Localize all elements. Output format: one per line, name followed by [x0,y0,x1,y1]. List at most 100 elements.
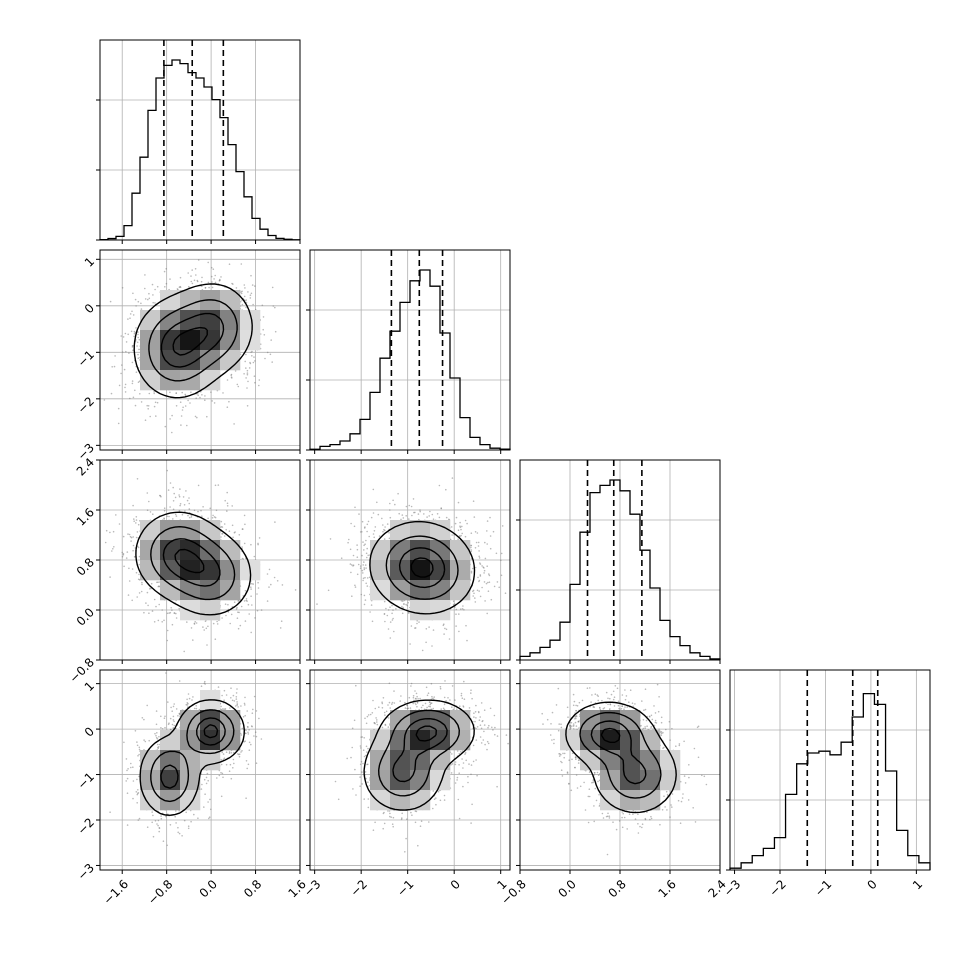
sample-point [417,513,420,515]
sample-point [377,513,380,516]
sample-point [356,548,359,551]
sample-point [182,496,185,498]
sample-point [445,488,447,491]
sample-point [230,613,233,616]
sample-point [490,598,493,601]
sample-point [167,701,169,703]
sample-point [178,286,181,288]
sample-point [136,531,139,533]
sample-point [134,298,137,301]
sample-point [140,401,143,403]
sample-point [207,281,210,284]
sample-point [226,491,228,494]
sample-point [450,526,453,528]
sample-point [136,345,138,347]
sample-point [166,639,169,642]
sample-point [196,416,198,419]
sample-point [109,531,111,534]
sample-point [411,514,413,517]
sample-point [144,287,146,290]
sample-point [166,515,168,518]
sample-point [137,353,139,356]
sample-point [474,601,477,603]
sample-point [436,513,439,515]
sample-point [389,509,391,511]
sample-point [136,802,138,804]
sample-point [257,587,260,589]
density-cell [450,540,471,561]
sample-point [195,397,197,399]
sample-point [489,547,492,550]
sample-point [141,583,143,586]
sample-point [365,539,367,542]
sample-point [187,514,189,517]
sample-point [236,701,238,703]
sample-point [183,504,186,506]
sample-point [165,282,168,285]
sample-point [144,298,147,300]
sample-point [478,555,480,558]
sample-point [138,817,141,820]
sample-point [470,570,473,573]
sample-point [403,603,405,605]
sample-point [246,369,249,372]
sample-point [409,643,411,645]
sample-point [383,538,386,540]
sample-point [154,288,156,291]
sample-point [362,541,364,543]
sample-point [474,547,477,549]
sample-point [207,517,209,520]
sample-point [181,513,184,516]
sample-point [172,719,175,721]
sample-point [209,507,211,510]
sample-point [387,609,390,611]
sample-point [244,287,246,289]
sample-point [241,727,244,730]
sample-point [136,793,139,796]
sample-point [350,522,352,525]
sample-point [163,270,166,273]
histogram-panel [516,459,721,661]
sample-point [362,579,364,582]
sample-point [367,554,369,557]
sample-point [128,580,131,582]
sample-point [143,611,145,614]
sample-point [243,542,246,545]
sample-point [356,556,359,558]
sample-point [131,345,134,347]
sample-point [154,401,157,404]
sample-point [408,518,410,520]
sample-point [181,391,183,394]
sample-point [458,535,461,537]
sample-point [470,532,473,534]
sample-point [124,386,126,389]
sample-point [133,520,135,522]
sample-point [245,797,247,799]
sample-point [294,589,297,591]
sample-point [172,486,174,489]
histogram-step [729,692,931,870]
sample-point [488,573,490,575]
sample-point [156,285,159,288]
sample-point [370,516,373,519]
sample-point [135,519,138,521]
sample-point [155,415,157,417]
sample-point [128,533,131,536]
sample-point [151,283,154,286]
sample-point [251,350,253,353]
density-cell [450,560,471,581]
sample-point [230,374,232,376]
sample-point [226,406,229,408]
sample-point [483,581,486,583]
sample-point [181,409,184,411]
sample-point [153,391,155,393]
sample-point [382,530,384,533]
sample-point [258,379,261,381]
sample-point [216,620,218,623]
sample-point [258,537,261,539]
sample-point [213,278,215,280]
sample-point [408,504,411,507]
sample-point [204,399,206,401]
sample-point [240,605,243,608]
sample-point [191,269,193,271]
